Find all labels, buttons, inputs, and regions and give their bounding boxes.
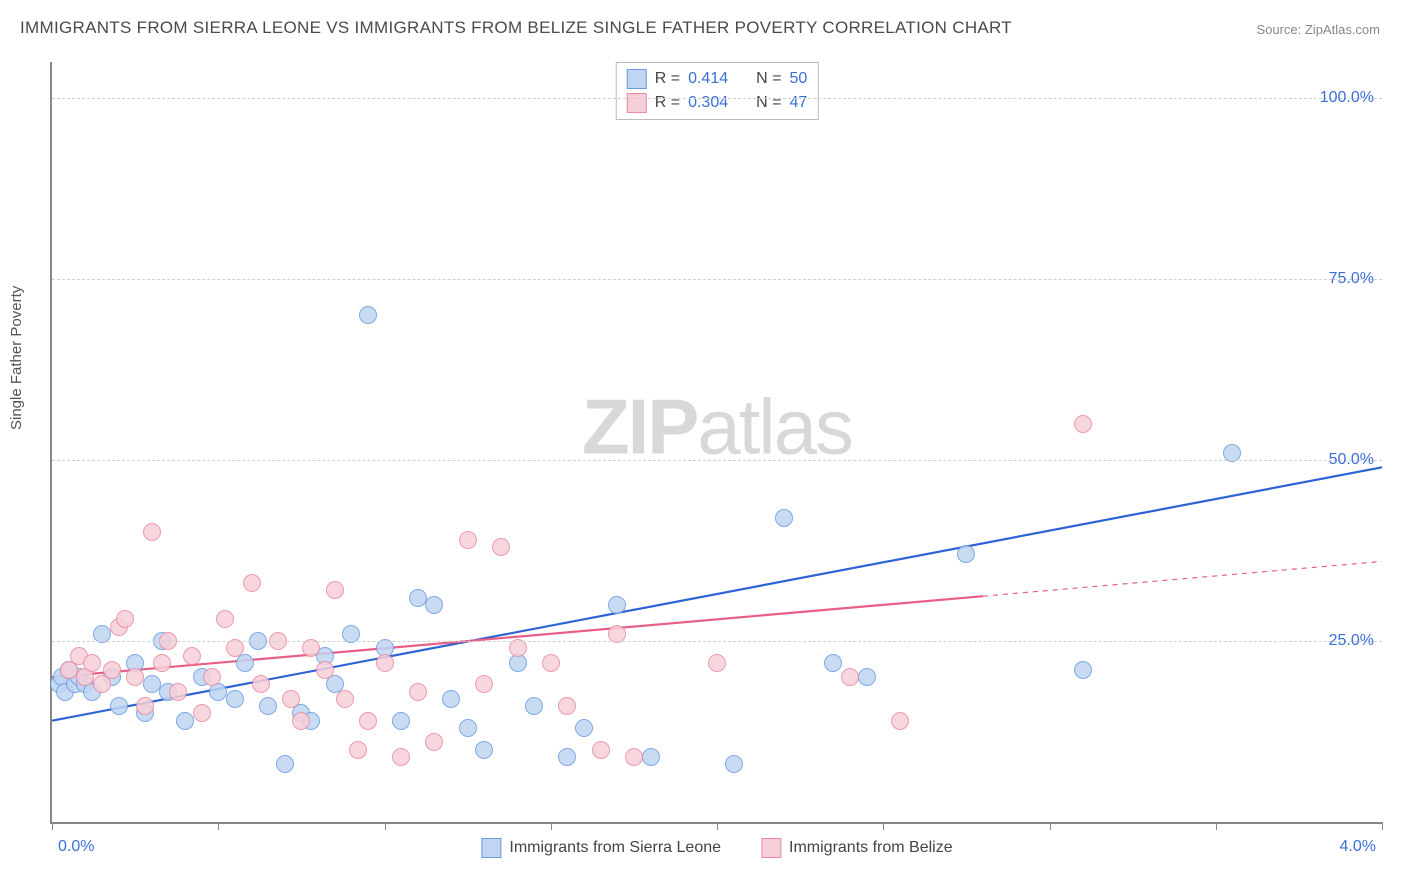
gridline-h	[52, 460, 1382, 461]
scatter-point	[492, 538, 510, 556]
scatter-point	[775, 509, 793, 527]
x-tick-label-max: 4.0%	[1340, 838, 1376, 856]
x-tick	[551, 822, 552, 830]
chart-title: IMMIGRANTS FROM SIERRA LEONE VS IMMIGRAN…	[20, 18, 1012, 38]
scatter-point	[226, 690, 244, 708]
scatter-point	[459, 531, 477, 549]
scatter-point	[316, 661, 334, 679]
scatter-point	[841, 668, 859, 686]
scatter-point	[126, 668, 144, 686]
scatter-point	[725, 755, 743, 773]
scatter-point	[425, 733, 443, 751]
scatter-point	[824, 654, 842, 672]
legend-series-label-1: Immigrants from Belize	[789, 839, 953, 857]
scatter-point	[176, 712, 194, 730]
scatter-point	[359, 712, 377, 730]
scatter-point	[392, 748, 410, 766]
scatter-point	[1074, 661, 1092, 679]
scatter-point	[558, 697, 576, 715]
scatter-point	[243, 574, 261, 592]
x-tick-label-min: 0.0%	[58, 838, 94, 856]
plot-area: ZIPatlas R = 0.414 N = 50 R = 0.304 N = …	[50, 62, 1382, 824]
scatter-point	[116, 610, 134, 628]
scatter-point	[891, 712, 909, 730]
y-tick-label: 75.0%	[1329, 270, 1374, 288]
scatter-point	[957, 545, 975, 563]
x-tick	[1050, 822, 1051, 830]
scatter-point	[349, 741, 367, 759]
scatter-point	[425, 596, 443, 614]
gridline-h	[52, 279, 1382, 280]
scatter-point	[103, 661, 121, 679]
scatter-point	[525, 697, 543, 715]
scatter-point	[359, 306, 377, 324]
scatter-point	[858, 668, 876, 686]
y-tick-label: 100.0%	[1320, 89, 1374, 107]
scatter-point	[336, 690, 354, 708]
scatter-point	[143, 523, 161, 541]
source-attribution: Source: ZipAtlas.com	[1256, 22, 1380, 37]
scatter-point	[143, 675, 161, 693]
scatter-point	[442, 690, 460, 708]
scatter-point	[259, 697, 277, 715]
gridline-h	[52, 641, 1382, 642]
scatter-point	[459, 719, 477, 737]
scatter-point	[575, 719, 593, 737]
scatter-point	[169, 683, 187, 701]
x-tick	[883, 822, 884, 830]
legend-series-swatch-0	[481, 838, 501, 858]
legend-series-item-1: Immigrants from Belize	[761, 838, 953, 858]
scatter-point	[216, 610, 234, 628]
scatter-point	[592, 741, 610, 759]
scatter-point	[409, 683, 427, 701]
scatter-point	[708, 654, 726, 672]
x-tick	[385, 822, 386, 830]
trend-line-solid	[52, 467, 1382, 720]
x-tick	[1382, 822, 1383, 830]
scatter-point	[183, 647, 201, 665]
scatter-point	[558, 748, 576, 766]
scatter-point	[392, 712, 410, 730]
y-axis-label: Single Father Poverty	[8, 286, 25, 430]
gridline-h	[52, 98, 1382, 99]
scatter-point	[276, 755, 294, 773]
trend-lines-layer	[52, 62, 1382, 822]
x-tick	[717, 822, 718, 830]
scatter-point	[475, 741, 493, 759]
legend-series-label-0: Immigrants from Sierra Leone	[509, 839, 721, 857]
source-prefix: Source:	[1256, 22, 1304, 37]
scatter-point	[292, 712, 310, 730]
scatter-point	[252, 675, 270, 693]
scatter-point	[326, 581, 344, 599]
scatter-point	[136, 697, 154, 715]
scatter-point	[409, 589, 427, 607]
scatter-point	[608, 596, 626, 614]
scatter-point	[542, 654, 560, 672]
trend-line-dashed	[983, 561, 1382, 596]
scatter-point	[110, 697, 128, 715]
scatter-point	[153, 654, 171, 672]
scatter-point	[203, 668, 221, 686]
legend-series-item-0: Immigrants from Sierra Leone	[481, 838, 721, 858]
scatter-point	[282, 690, 300, 708]
x-tick	[52, 822, 53, 830]
source-name: ZipAtlas.com	[1305, 22, 1380, 37]
x-tick	[218, 822, 219, 830]
y-tick-label: 50.0%	[1329, 451, 1374, 469]
y-tick-label: 25.0%	[1329, 632, 1374, 650]
x-tick	[1216, 822, 1217, 830]
scatter-point	[475, 675, 493, 693]
scatter-point	[1074, 415, 1092, 433]
scatter-point	[376, 654, 394, 672]
scatter-point	[625, 748, 643, 766]
scatter-point	[193, 704, 211, 722]
scatter-point	[83, 654, 101, 672]
legend-series-swatch-1	[761, 838, 781, 858]
legend-series: Immigrants from Sierra Leone Immigrants …	[481, 838, 952, 858]
scatter-point	[642, 748, 660, 766]
